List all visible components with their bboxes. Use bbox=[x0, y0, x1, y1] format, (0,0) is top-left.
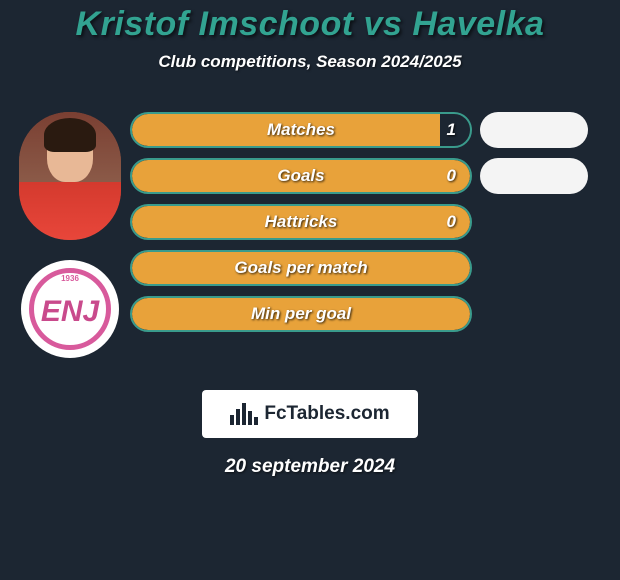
stat-label: Goals per match bbox=[234, 258, 367, 278]
bar-chart-icon bbox=[230, 403, 258, 425]
avatar-column: 1936 ENJ bbox=[10, 102, 130, 358]
stat-bar-left: Hattricks 0 bbox=[130, 204, 472, 240]
stats-bars: Matches 1 Goals 0 Hattricks 0 Goals per match M… bbox=[130, 102, 620, 342]
stat-bar-left: Goals 0 bbox=[130, 158, 472, 194]
date-text: 20 september 2024 bbox=[225, 456, 395, 478]
stat-label: Hattricks bbox=[265, 212, 338, 232]
stat-label: Min per goal bbox=[251, 304, 351, 324]
stat-value-left: 0 bbox=[447, 212, 456, 232]
stat-label: Goals bbox=[277, 166, 324, 186]
stat-value-left: 0 bbox=[447, 166, 456, 186]
badge-label: FcTables.com bbox=[264, 403, 389, 425]
stat-bar-right bbox=[480, 112, 588, 148]
stat-bar-left: Matches 1 bbox=[130, 112, 472, 148]
logo-year: 1936 bbox=[61, 274, 79, 283]
stat-value-left: 1 bbox=[447, 120, 456, 140]
fctables-badge: FcTables.com bbox=[202, 390, 418, 438]
stat-bar-left: Goals per match bbox=[130, 250, 472, 286]
avatar-hair bbox=[44, 118, 96, 152]
stat-bar-right bbox=[480, 158, 588, 194]
footer: FcTables.com 20 september 2024 bbox=[0, 390, 620, 478]
stat-bar-left: Min per goal bbox=[130, 296, 472, 332]
subtitle: Club competitions, Season 2024/2025 bbox=[0, 52, 620, 72]
club-logo: 1936 ENJ bbox=[21, 260, 119, 358]
stat-row: Hattricks 0 bbox=[130, 204, 620, 240]
comparison-card: Kristof Imschoot vs Havelka Club competi… bbox=[0, 0, 620, 478]
stat-row: Goals 0 bbox=[130, 158, 620, 194]
player-avatar bbox=[19, 112, 121, 240]
stat-row: Matches 1 bbox=[130, 112, 620, 148]
page-title: Kristof Imschoot vs Havelka bbox=[0, 5, 620, 44]
stat-label: Matches bbox=[267, 120, 335, 140]
stat-row: Min per goal bbox=[130, 296, 620, 332]
stat-row: Goals per match bbox=[130, 250, 620, 286]
main-area: 1936 ENJ Matches 1 Goals 0 Hattricks 0 Goals p… bbox=[0, 102, 620, 358]
